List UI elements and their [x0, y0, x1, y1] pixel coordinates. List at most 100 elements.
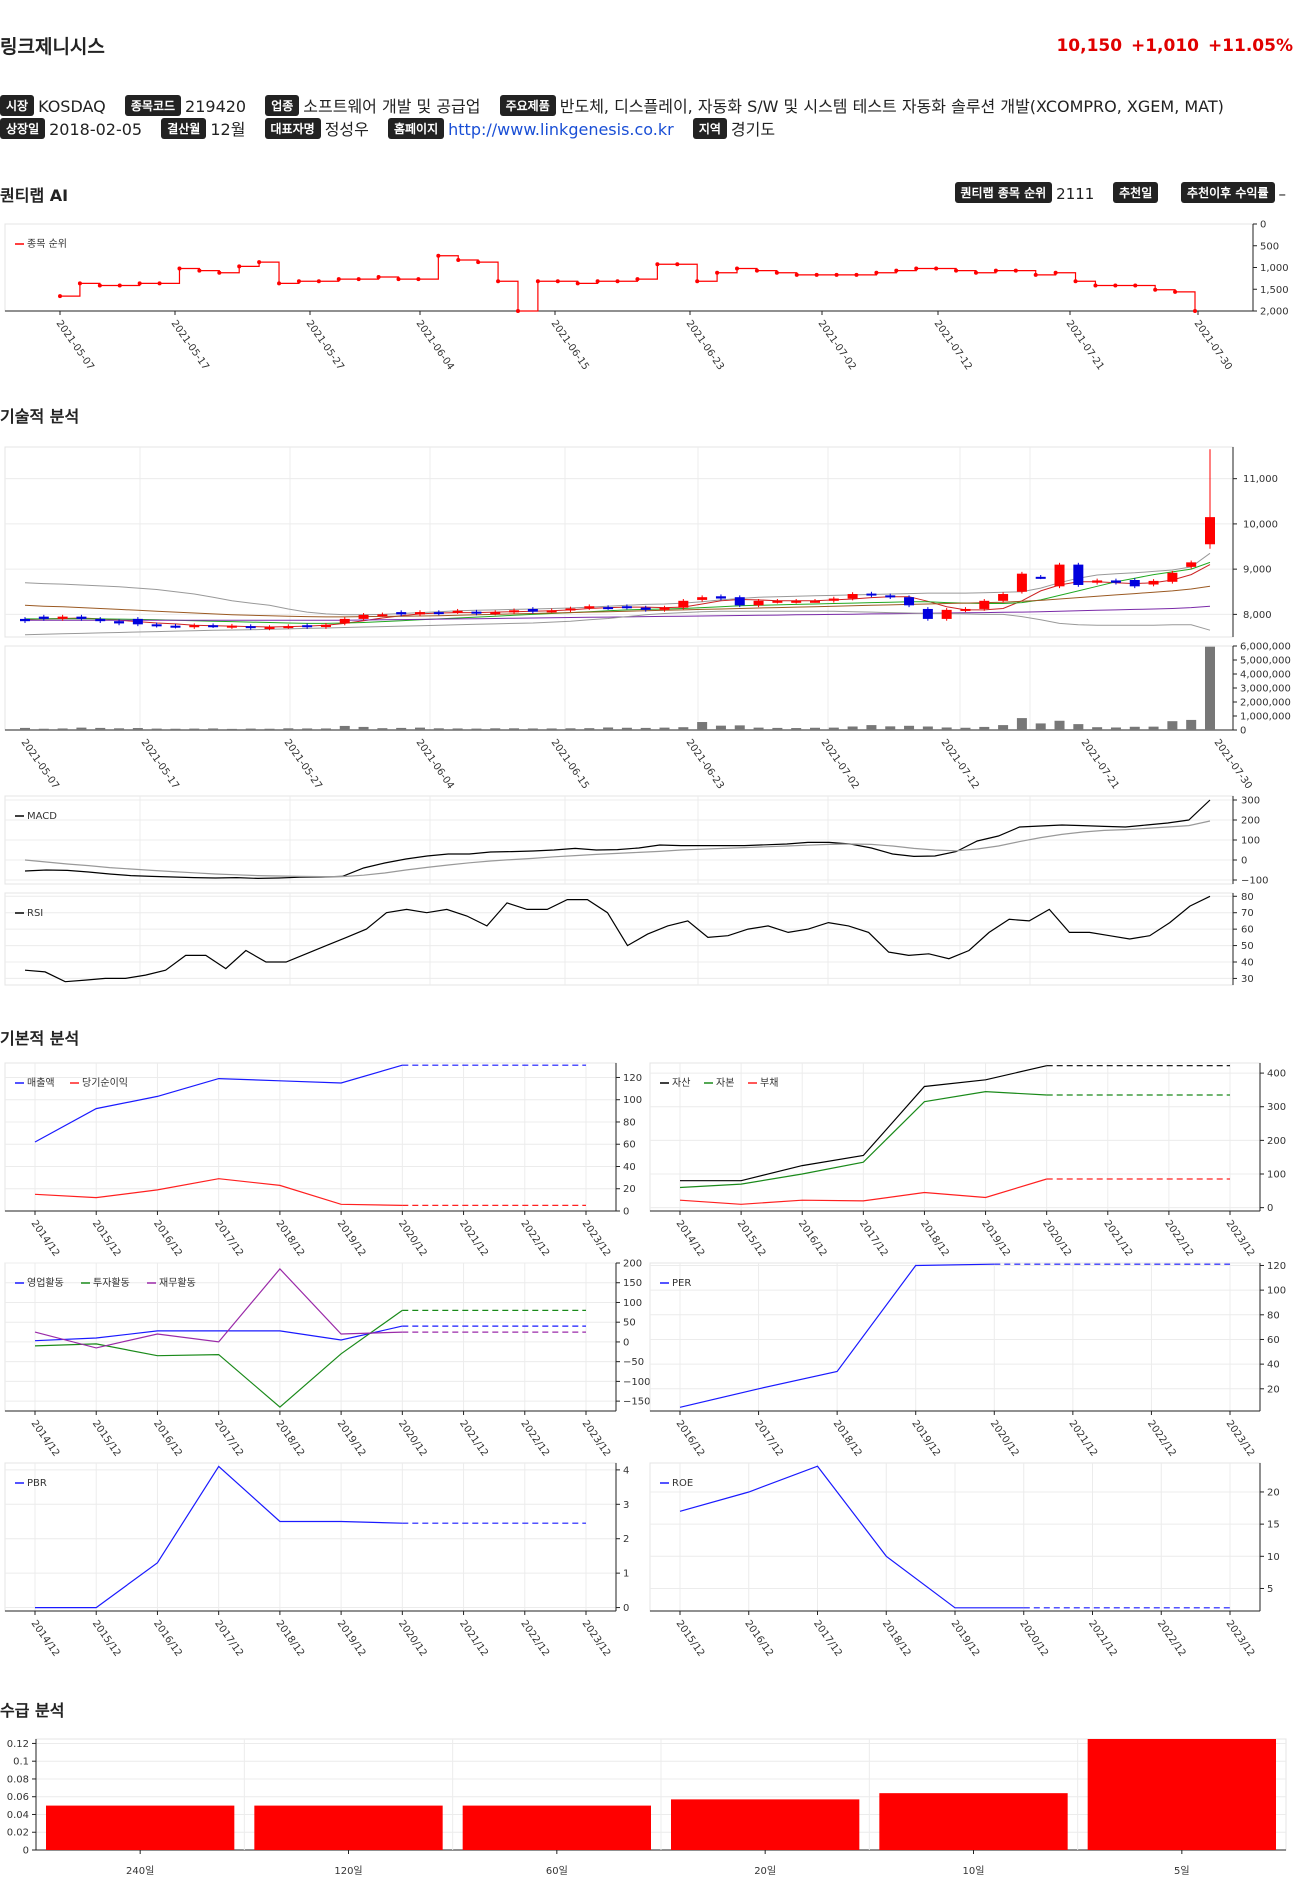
rank-point: [515, 309, 520, 313]
rank-point: [874, 270, 879, 275]
rsi-tick-label: 30: [1241, 974, 1254, 985]
price-ma5-line: [24, 564, 1211, 628]
pbr-x-label: 2023/12: [580, 1618, 613, 1658]
volume-bar: [471, 728, 482, 730]
candle-body: [603, 607, 614, 610]
balance-x-label: 2016/12: [796, 1218, 829, 1258]
cashflow-x-label: 2020/12: [396, 1418, 429, 1458]
candle-body: [640, 607, 651, 610]
rank-point: [416, 277, 421, 282]
rank-point: [615, 279, 620, 284]
volume-bar: [828, 727, 839, 730]
balance-line: [679, 1090, 1047, 1189]
pbr-x-label: 2020/12: [396, 1618, 429, 1658]
candle-body: [904, 597, 915, 606]
sales-x-label: 2017/12: [212, 1218, 245, 1258]
cashflow-line: [34, 1325, 403, 1342]
rank-point: [217, 270, 222, 275]
cashflow-x-label: 2022/12: [518, 1418, 551, 1458]
pbr-x-label: 2022/12: [518, 1618, 551, 1658]
per-tick-label: 60: [1267, 1335, 1280, 1346]
cashflow-x-label: 2017/12: [212, 1418, 245, 1458]
rank-point: [157, 281, 162, 286]
volume-bar: [358, 726, 369, 730]
rank-value: 2111: [1056, 185, 1095, 203]
volume-bar: [546, 728, 557, 730]
volume-x-label: 2021-07-12: [939, 737, 981, 791]
macd-tick-label: 100: [1241, 836, 1260, 847]
volume-bar: [114, 728, 125, 730]
supply-x-label: 60일: [546, 1865, 568, 1877]
cashflow-tick-label: 50: [623, 1318, 636, 1329]
balance-tick-label: 100: [1267, 1170, 1286, 1181]
price-ma120-line: [25, 605, 1211, 621]
candle-body: [170, 625, 181, 628]
volume-bar: [1035, 723, 1046, 730]
sales-x-label: 2022/12: [518, 1218, 551, 1258]
rank-point: [735, 266, 740, 271]
volume-tick-label: 6,000,000: [1240, 642, 1291, 653]
volume-bar: [151, 728, 162, 730]
fiscal-tag: 결산월: [161, 118, 207, 139]
rank-point: [436, 253, 441, 258]
rank-point: [555, 279, 560, 284]
candle-body: [20, 618, 30, 622]
cashflow-tick-label: −100: [623, 1377, 650, 1388]
candle-body: [509, 610, 520, 613]
per-x-label: 2021/12: [1066, 1418, 1099, 1458]
sales-tick-label: 120: [623, 1073, 642, 1084]
cashflow-x-label: 2023/12: [580, 1418, 613, 1458]
supply-bar: [46, 1805, 235, 1850]
roe-x-label: 2018/12: [880, 1618, 913, 1658]
rank-x-label: 2021-07-30: [1192, 318, 1234, 372]
cashflow-tick-label: 0: [623, 1337, 629, 1348]
candle-body: [546, 610, 557, 613]
rec-date-tag: 추천일: [1113, 182, 1159, 203]
candle-body: [226, 625, 237, 628]
per-tick-label: 120: [1267, 1261, 1286, 1272]
cashflow-tick-label: −150: [623, 1397, 650, 1408]
info-row-2: 상장일 2018-02-05 결산월 12월 대표자명 정성우 홈페이지 http://…: [0, 116, 775, 140]
candle-body: [941, 609, 952, 619]
candle-body: [734, 597, 745, 606]
balance-x-label: 2023/12: [1224, 1218, 1257, 1258]
volume-bar: [415, 727, 425, 730]
legend-label: 자본: [716, 1077, 734, 1089]
candle-body: [715, 596, 726, 599]
candle-body: [584, 606, 595, 609]
legend-label: 부채: [760, 1077, 778, 1089]
ceo-value: 정성우: [324, 120, 369, 139]
sales-tick-label: 20: [623, 1184, 636, 1195]
homepage-link[interactable]: http://www.linkgenesis.co.kr: [448, 120, 674, 139]
pbr-tick-label: 1: [623, 1569, 629, 1580]
fiscal-value: 12월: [210, 120, 246, 139]
volume-frame: [4, 645, 1234, 731]
volume-bar: [132, 728, 143, 730]
per-tick-label: 100: [1267, 1286, 1286, 1297]
per-x-label: 2019/12: [909, 1418, 942, 1458]
candle-body: [151, 624, 162, 627]
rank-x-label: 2021-06-04: [414, 318, 456, 372]
rank-point: [58, 294, 62, 299]
rank-point: [1053, 270, 1058, 275]
candle-body: [621, 606, 632, 609]
volume-bar: [1054, 720, 1065, 730]
products-value: 반도체, 디스플레이, 자동화 S/W 및 시스템 테스트 자동화 솔루션 개발…: [559, 97, 1224, 116]
volume-bar: [38, 728, 49, 730]
candle-body: [1110, 580, 1121, 583]
rank-tick-label: 500: [1260, 241, 1279, 252]
volume-bar: [922, 726, 933, 730]
balance-tick-label: 0: [1267, 1203, 1273, 1214]
volume-bar: [95, 727, 106, 730]
rank-point: [356, 277, 361, 282]
rank-point: [715, 270, 720, 275]
supply-x-label: 10일: [963, 1865, 985, 1877]
volume-x-label: 2021-06-04: [414, 737, 456, 791]
candle-body: [527, 608, 538, 612]
volume-bar: [640, 727, 651, 730]
volume-bar: [659, 727, 670, 730]
candle-body: [1035, 576, 1046, 579]
rank-x-label: 2021-06-15: [549, 318, 591, 372]
legend-label: MACD: [27, 811, 57, 822]
candle-body: [264, 627, 275, 630]
